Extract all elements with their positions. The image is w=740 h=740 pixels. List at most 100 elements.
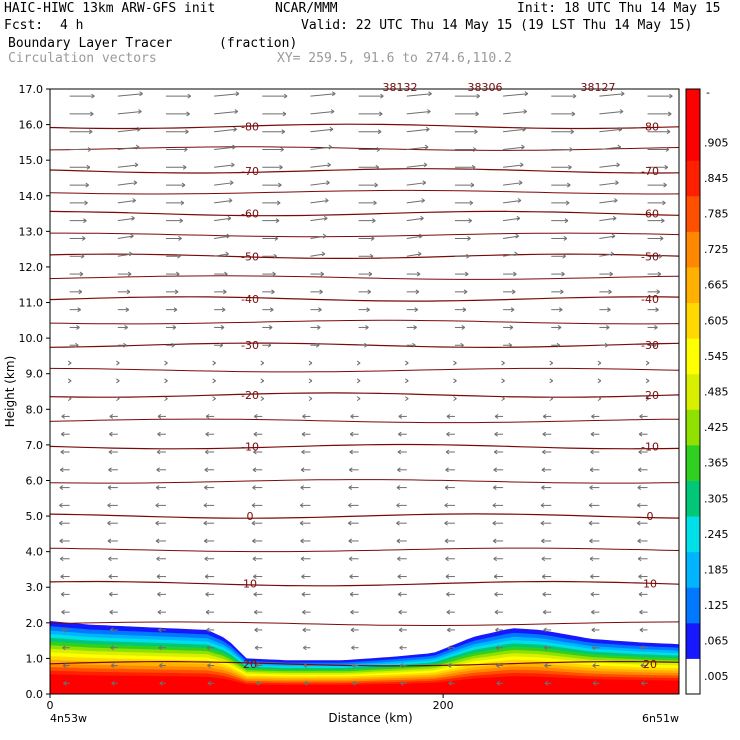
- vector-head: [471, 164, 476, 170]
- vector-head: [419, 233, 423, 239]
- contour-line-minor-4: [50, 367, 679, 373]
- vector-head: [378, 111, 383, 117]
- vector: [117, 217, 135, 222]
- model-title: HAIC-HIWC 13km ARW-GFS init: [4, 1, 216, 16]
- vector-head: [63, 680, 67, 686]
- vector: [599, 199, 618, 204]
- vector-head: [110, 663, 115, 668]
- vector-head: [155, 485, 160, 491]
- contour-line-minor-3: [50, 418, 679, 424]
- vector-head: [364, 342, 368, 348]
- vector-head: [424, 144, 429, 150]
- vector-head: [159, 680, 163, 686]
- vector: [214, 182, 234, 186]
- vector-head: [348, 467, 353, 473]
- contour-label-10-0: 10: [243, 578, 257, 591]
- vector-head: [349, 574, 353, 579]
- vector: [117, 182, 137, 186]
- vector-head: [349, 591, 354, 597]
- vector-head: [518, 180, 523, 186]
- vector-head: [616, 162, 620, 168]
- vector-head: [253, 574, 257, 579]
- contour-labels: 20 20 10 10 0 0 -10 -10 -20 -20 -30 -30 -40 -40 -50 -50…: [241, 120, 659, 670]
- vector-head: [667, 111, 672, 117]
- vector-head: [495, 645, 500, 651]
- contour-label-0-0: 0: [247, 510, 254, 523]
- vector-head: [610, 251, 615, 257]
- vector: [310, 111, 335, 115]
- vector-head: [186, 111, 190, 117]
- vector-head: [315, 342, 320, 348]
- vector-head: [321, 251, 326, 257]
- vector-head: [474, 129, 478, 135]
- vector-head: [604, 342, 609, 348]
- vector-head: [91, 93, 95, 99]
- vector-head: [181, 182, 186, 188]
- vector-head: [185, 129, 189, 135]
- vector: [310, 235, 327, 239]
- vector-head: [180, 200, 185, 206]
- vector-head: [639, 627, 644, 633]
- vector-head: [205, 413, 210, 419]
- vector-head: [234, 109, 239, 114]
- contour-label-m50-1: -50: [641, 250, 659, 263]
- vector-head: [666, 129, 671, 135]
- fcst-label: Fcst:: [4, 18, 44, 33]
- vector-head: [132, 198, 136, 203]
- vector-head: [252, 538, 256, 544]
- vector-head: [171, 342, 175, 348]
- vector-head: [255, 680, 260, 686]
- vector-head: [220, 325, 225, 330]
- vector-head: [348, 556, 353, 562]
- vector-head: [460, 342, 464, 348]
- vector-head: [164, 378, 168, 384]
- vector-head: [86, 164, 91, 170]
- vector-head: [212, 396, 216, 402]
- vector-head: [444, 538, 449, 544]
- vector-head: [204, 556, 208, 562]
- vector-head: [203, 520, 208, 526]
- vector: [406, 93, 432, 97]
- vector-head: [589, 485, 593, 491]
- vector-head: [617, 144, 622, 150]
- contour-label-m10-0: -10: [241, 441, 259, 454]
- vector: [117, 128, 141, 133]
- vector: [599, 235, 616, 239]
- vector-head: [444, 520, 448, 526]
- vector-head: [543, 627, 547, 633]
- vector-head: [59, 502, 63, 508]
- vector-head: [444, 502, 448, 508]
- vector-head: [453, 360, 457, 366]
- vector-head: [204, 485, 208, 491]
- vector-head: [655, 307, 659, 313]
- vector-head: [563, 236, 568, 241]
- vector-head: [404, 396, 409, 402]
- vector-head: [375, 164, 380, 170]
- vector-head: [300, 538, 304, 544]
- vector-head: [619, 109, 624, 114]
- tracer-field: [50, 621, 679, 694]
- vector-head: [60, 591, 65, 597]
- vector: [599, 253, 614, 257]
- vector-head: [493, 449, 498, 455]
- vector-head: [278, 182, 282, 188]
- vector: [406, 253, 422, 257]
- vector-head: [565, 200, 570, 206]
- contour-label-m70-0: -70: [241, 165, 259, 178]
- vector-head: [590, 449, 594, 455]
- contour-line-minor-2: [50, 479, 679, 484]
- y-tick-label: 1.0: [26, 652, 44, 665]
- contour-label-m10-1: -10: [641, 441, 659, 454]
- vector-head: [493, 574, 498, 579]
- vector-head: [269, 307, 274, 313]
- vector-head: [301, 431, 306, 437]
- colorbar-swatch-10: [686, 302, 700, 339]
- vector-head: [158, 645, 163, 651]
- vector-head: [493, 467, 498, 473]
- vector-head: [62, 645, 66, 651]
- colorbar-label: .125: [704, 599, 729, 612]
- vector-head: [637, 502, 641, 508]
- vector-head: [562, 253, 566, 259]
- vector-head: [303, 680, 308, 686]
- colorbar-swatch-11: [686, 266, 700, 304]
